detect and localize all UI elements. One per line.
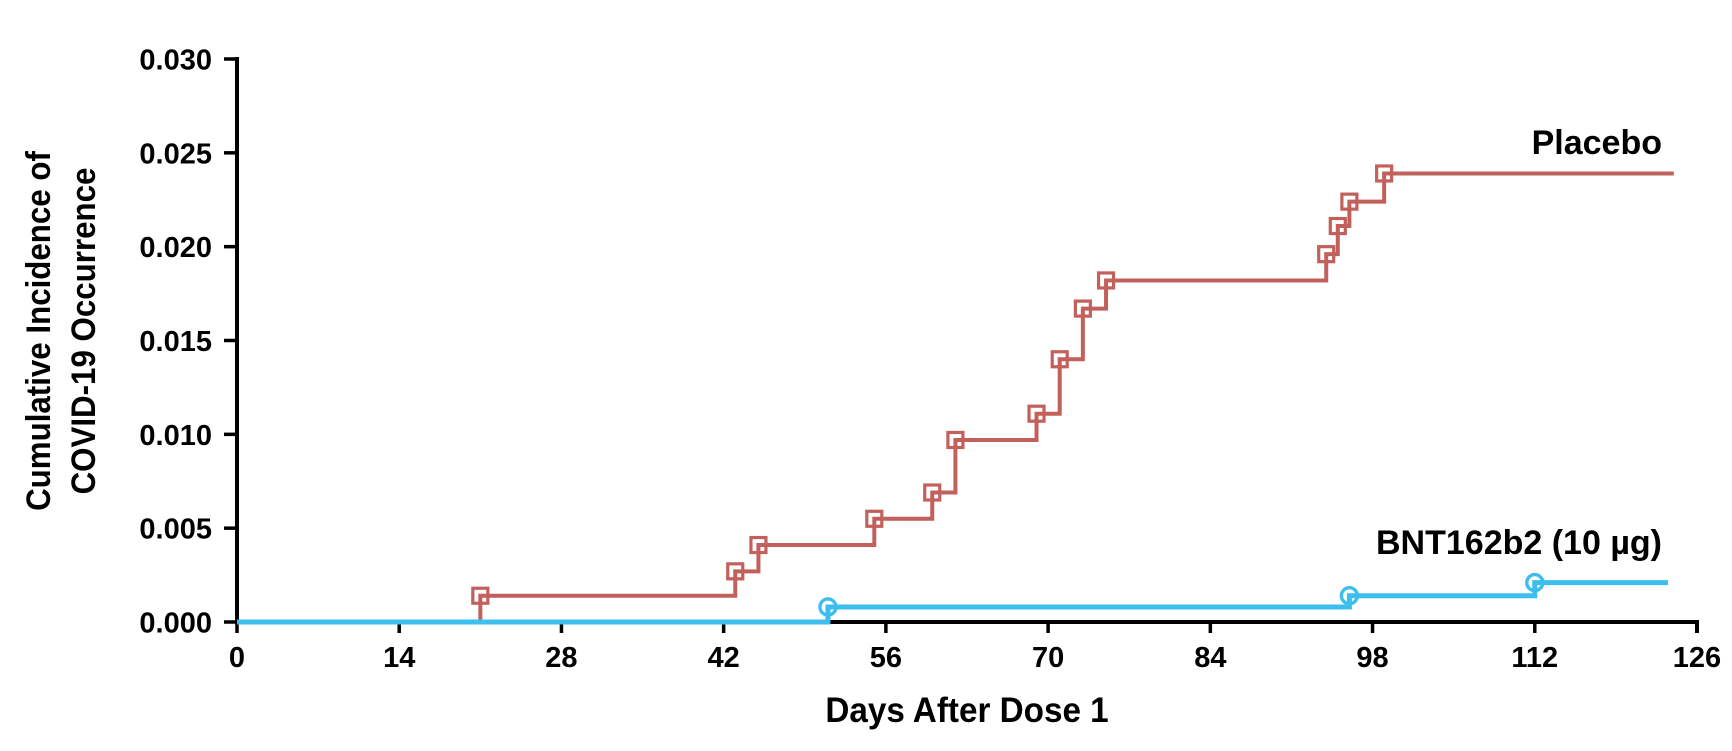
x-axis-tick-label: 70 (1032, 642, 1064, 674)
series-label-bnt162b2: BNT162b2 (10 µg) (1376, 524, 1662, 562)
series-line-placebo (237, 171, 1674, 624)
x-axis-tick-label: 14 (383, 642, 415, 674)
y-axis-title-line1: Cumulative Incidence of (19, 151, 58, 511)
x-axis-tick-label: 84 (1194, 642, 1226, 674)
y-axis-tick-label: 0.030 (139, 45, 212, 77)
y-axis-tick-label: 0.000 (139, 608, 212, 640)
y-axis-tick-label: 0.005 (139, 514, 212, 546)
x-axis-tick-label: 28 (545, 642, 577, 674)
y-axis-title: Cumulative Incidence of COVID-19 Occurre… (17, 151, 107, 511)
series-line-bnt162b2 (237, 580, 1669, 625)
y-axis-tick-label: 0.010 (139, 420, 212, 452)
series-label-placebo: Placebo (1531, 124, 1662, 162)
y-axis-tick-label: 0.020 (139, 232, 212, 264)
y-axis-title-line2: COVID-19 Occurrence (65, 167, 103, 495)
x-axis-tick-label: 112 (1511, 642, 1558, 674)
x-axis-title: Days After Dose 1 (825, 691, 1109, 730)
x-axis-tick-label: 0 (229, 642, 245, 674)
x-axis-tick-label: 98 (1356, 642, 1388, 674)
x-axis-tick-label: 126 (1673, 642, 1721, 674)
x-axis-tick-label: 42 (708, 642, 740, 674)
y-axis-tick-label: 0.015 (139, 326, 212, 358)
x-axis-tick-label: 56 (870, 642, 902, 674)
y-axis-tick-label: 0.025 (139, 138, 212, 170)
